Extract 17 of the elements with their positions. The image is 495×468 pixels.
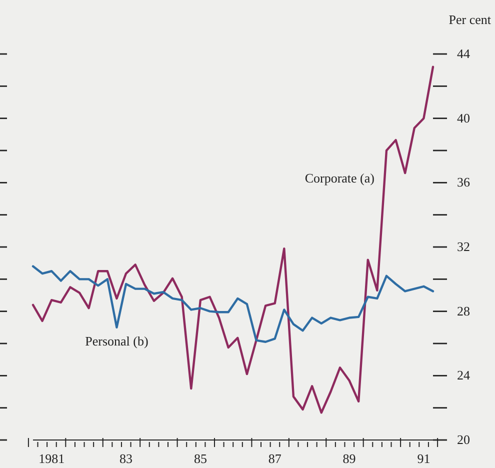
series-label: Personal (b)	[85, 333, 148, 348]
y-axis-title: Per cent	[448, 12, 491, 28]
line-series	[32, 66, 434, 414]
y-tick-label: 44	[457, 46, 470, 61]
x-tick-label: 87	[268, 451, 282, 466]
x-tick-label: 1981	[38, 451, 65, 466]
series-label: Corporate (a)	[304, 170, 374, 186]
x-tick-label: 89	[342, 451, 356, 466]
y-tick-label: 24	[457, 368, 470, 383]
x-tick-label: 91	[417, 451, 430, 466]
y-tick-label: 28	[457, 303, 470, 318]
y-tick-label: 40	[457, 110, 470, 126]
y-tick-label: 20	[457, 432, 470, 447]
x-tick-label: 85	[194, 451, 207, 466]
x-tick-label: 83	[120, 451, 133, 466]
y-tick-label: 32	[457, 239, 470, 254]
y-tick-label: 36	[457, 174, 470, 190]
